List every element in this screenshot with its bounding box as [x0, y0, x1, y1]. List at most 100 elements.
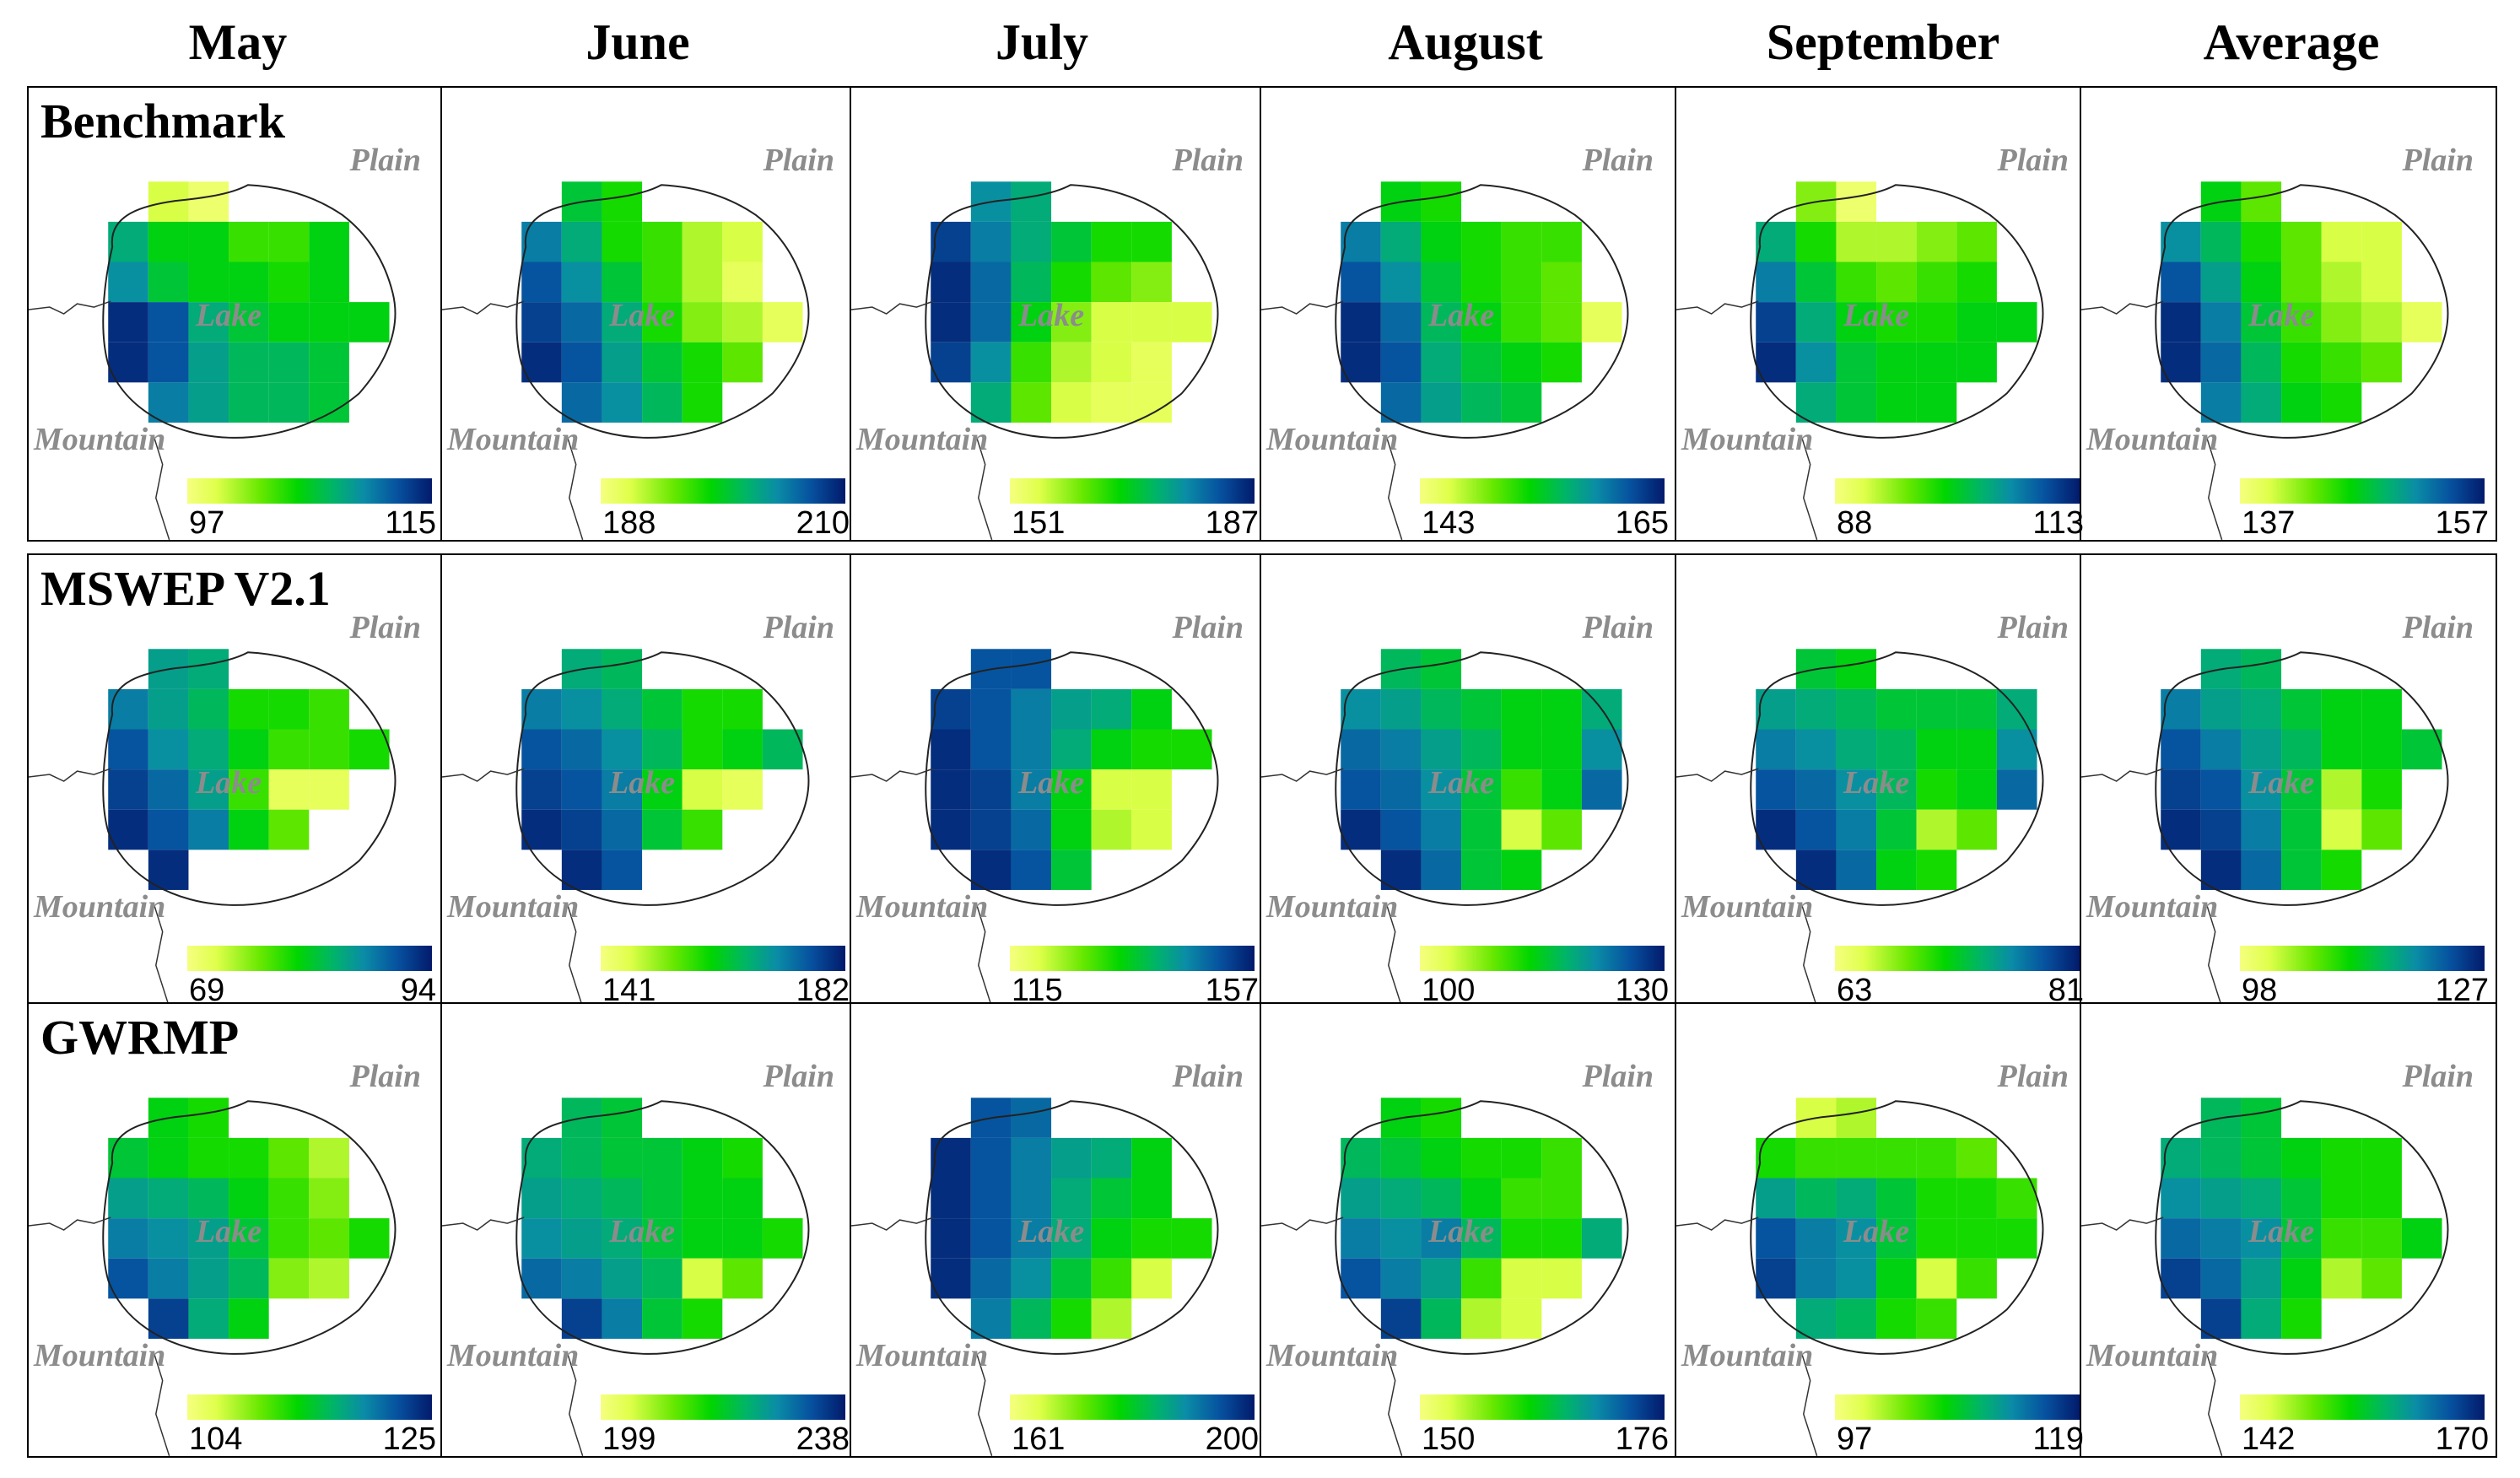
mountain-label: Mountain [34, 889, 166, 925]
grid-cell [2241, 302, 2282, 343]
grid-cell [1836, 342, 1877, 383]
grid-cell [1341, 1137, 1381, 1179]
grid-cell [2361, 342, 2402, 383]
grid-cell [1795, 809, 1837, 850]
river-line [567, 1353, 584, 1456]
grid-cell [1795, 1298, 1837, 1339]
grid-cell [642, 221, 683, 262]
row-title: Benchmark [40, 94, 285, 148]
colorbar-min: 141 [602, 973, 656, 1008]
mountain-label: Mountain [1266, 422, 1399, 457]
grid-cell [2200, 342, 2242, 383]
colorbar-min: 199 [602, 1421, 656, 1457]
basin-outline [1335, 651, 1629, 906]
grid-cell [1421, 809, 1462, 850]
basin-outline [102, 1100, 397, 1355]
grid-cell [2281, 1218, 2322, 1259]
grid-cell [1541, 342, 1582, 383]
plain-label: Plain [2402, 1059, 2474, 1094]
grid-cell [1051, 221, 1092, 262]
grid-cell [762, 302, 803, 343]
grid-cell [1916, 769, 1957, 810]
grid-cell [722, 1137, 763, 1179]
grid-cell [1836, 1137, 1877, 1179]
plain-label: Plain [1582, 610, 1654, 645]
grid-cell [602, 1098, 643, 1138]
grid-cell [1956, 302, 1997, 343]
grid-cell [1916, 1178, 1957, 1219]
grid-cell [1380, 221, 1422, 262]
grid-cell [2241, 1218, 2282, 1259]
grid-cell [970, 1137, 1012, 1179]
grid-cell [2321, 1258, 2362, 1299]
grid-cell [2321, 769, 2362, 810]
grid-cell [602, 1137, 643, 1179]
lake-label: Lake [1428, 765, 1495, 801]
plain-label: Plain [1172, 143, 1244, 178]
colorbar-max: 113 [2032, 505, 2084, 541]
grid-cell [561, 809, 602, 850]
colorbar [2240, 1394, 2485, 1420]
grid-cell [1956, 769, 1997, 810]
grid-cell [642, 1298, 683, 1339]
grid-cell [268, 1258, 310, 1299]
map-svg [442, 649, 810, 1007]
grid-cell [682, 769, 723, 810]
grid-cell [1795, 262, 1837, 303]
grid-cell [2200, 769, 2242, 810]
grid-cell [2281, 809, 2322, 850]
grid-cell [1956, 221, 1997, 262]
grid-cell [1876, 221, 1917, 262]
grid-cell [602, 1178, 643, 1219]
grid-cell [1091, 1258, 1132, 1299]
grid-cell [1011, 850, 1052, 890]
grid-cell [931, 729, 971, 770]
grid-cell [1380, 809, 1422, 850]
grid-cell [188, 382, 229, 423]
grid-cell [1091, 729, 1132, 770]
grid-cell [970, 342, 1012, 383]
colorbar-min: 161 [1012, 1421, 1066, 1457]
grid-cell [521, 1137, 562, 1179]
grid-cell [1795, 342, 1837, 383]
grid-cell [1461, 342, 1502, 383]
grid-cell [970, 1298, 1012, 1339]
grid-cell [1541, 221, 1582, 262]
grid-cell [2321, 382, 2362, 423]
grid-cell [229, 221, 269, 262]
grid-cell [722, 1178, 763, 1219]
grid-cell [268, 769, 310, 810]
grid-cell [268, 1218, 310, 1259]
colorbar [1420, 1394, 1665, 1420]
grid-cell [561, 1298, 602, 1339]
grid-cell [188, 1178, 229, 1219]
grid-cell [108, 769, 148, 810]
colorbar-max: 94 [400, 973, 436, 1008]
grid-cell [1836, 729, 1877, 770]
grid-cell [1011, 382, 1052, 423]
grid-cell [1956, 809, 1997, 850]
grid-cell [1421, 1137, 1462, 1179]
grid-cell [1541, 262, 1582, 303]
grid-cell [602, 1218, 643, 1259]
grid-cell [1501, 1137, 1542, 1179]
grid-cell [2281, 221, 2322, 262]
grid-cell [642, 382, 683, 423]
panel-2-4: Plain Mountain Lake 97 119 [1675, 1002, 2092, 1458]
grid-cell [1876, 342, 1917, 383]
colorbar-max: 238 [796, 1421, 850, 1457]
grid-cell [148, 1298, 189, 1339]
grid-cell [2281, 769, 2322, 810]
grid-cell [2200, 809, 2242, 850]
grid-cell [602, 809, 643, 850]
grid-cell [148, 688, 189, 730]
grid-cell [1795, 302, 1837, 343]
grid-cell [148, 382, 189, 423]
lake-label: Lake [1018, 298, 1085, 333]
grid-cell [1876, 262, 1917, 303]
map-svg [2081, 1098, 2449, 1456]
river-line [1261, 300, 1344, 315]
grid-cell [1091, 1298, 1132, 1339]
grid-cell [1956, 729, 1997, 770]
grid-cell [1501, 382, 1542, 423]
